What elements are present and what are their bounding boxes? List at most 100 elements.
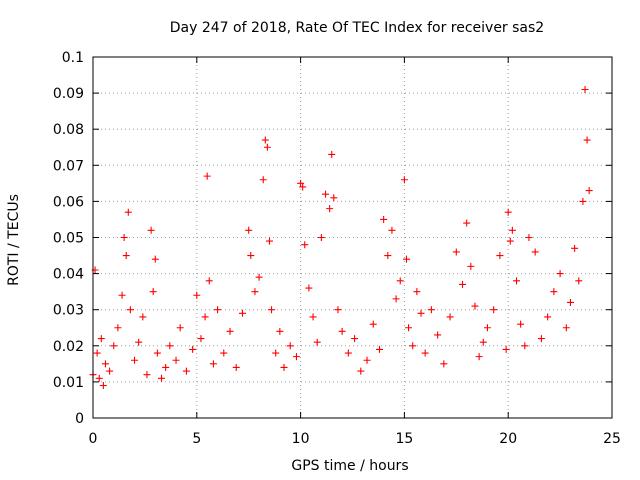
- data-point: [440, 360, 448, 368]
- data-point: [575, 277, 583, 285]
- data-point: [203, 172, 211, 180]
- data-point: [139, 313, 147, 321]
- data-point: [537, 335, 545, 343]
- data-point: [517, 320, 525, 328]
- data-point: [226, 327, 234, 335]
- data-point: [238, 309, 246, 317]
- data-point: [309, 313, 317, 321]
- y-tick-label: 0.1: [62, 50, 84, 66]
- plot-frame: [92, 56, 613, 419]
- data-point: [583, 136, 591, 144]
- grid-lines: [93, 57, 612, 418]
- data-point: [232, 363, 240, 371]
- data-point: [265, 237, 273, 245]
- data-point: [124, 208, 132, 216]
- data-point: [452, 248, 460, 256]
- data-point: [434, 331, 442, 339]
- data-point: [525, 234, 533, 241]
- data-point: [272, 349, 280, 357]
- data-point: [409, 342, 417, 350]
- data-point: [143, 371, 151, 379]
- data-point: [467, 262, 475, 270]
- data-point: [120, 234, 128, 241]
- data-point: [93, 349, 101, 357]
- data-point: [357, 367, 365, 375]
- data-point: [110, 342, 118, 350]
- data-point: [97, 335, 105, 343]
- data-point: [182, 367, 190, 375]
- data-point: [417, 309, 425, 317]
- y-tick-label: 0.04: [53, 267, 84, 283]
- data-point: [581, 85, 589, 93]
- data-point: [471, 302, 479, 310]
- data-point: [162, 363, 170, 371]
- data-point: [369, 320, 377, 328]
- data-point: [299, 183, 307, 191]
- data-point: [172, 356, 180, 364]
- data-point: [504, 208, 512, 216]
- y-tick-label: 0.08: [53, 122, 84, 138]
- data-point: [118, 291, 126, 299]
- data-point: [101, 360, 109, 368]
- y-tick-label: 0.03: [53, 303, 84, 319]
- data-point: [153, 349, 161, 357]
- data-point: [286, 342, 294, 350]
- y-tick-label: 0.02: [53, 339, 84, 355]
- data-point: [95, 374, 103, 382]
- data-point: [292, 353, 300, 361]
- data-point: [579, 197, 587, 205]
- data-point: [263, 143, 271, 151]
- data-point: [402, 255, 410, 263]
- data-point: [158, 374, 166, 382]
- data-point: [255, 273, 263, 281]
- data-point: [334, 306, 342, 314]
- data-point: [317, 234, 325, 241]
- data-point: [479, 338, 487, 346]
- data-point: [475, 353, 483, 361]
- data-point: [176, 324, 184, 332]
- data-point: [384, 252, 392, 260]
- y-tick-label: 0.07: [53, 158, 84, 174]
- data-point: [396, 277, 404, 285]
- data-point: [413, 288, 421, 296]
- data-point: [151, 255, 159, 263]
- axis-ticks: 0 0.01 0.02 0.03 0.04 0.05 0.06 0.07 0.08 0.09 0.1…: [53, 50, 621, 447]
- data-point: [268, 306, 276, 314]
- data-point: [338, 327, 346, 335]
- x-tick-label: 25: [603, 431, 621, 447]
- y-tick-label: 0.06: [53, 194, 84, 210]
- x-tick-label: 15: [395, 431, 413, 447]
- data-point: [556, 270, 564, 278]
- data-point: [193, 291, 201, 299]
- x-tick-label: 20: [499, 431, 517, 447]
- data-point: [205, 277, 213, 285]
- data-point: [261, 136, 269, 144]
- data-point: [550, 288, 558, 296]
- data-point: [363, 356, 371, 364]
- data-point: [245, 226, 253, 234]
- data-points: [89, 85, 593, 390]
- data-point: [330, 194, 338, 202]
- data-point: [328, 150, 336, 158]
- data-point: [214, 306, 222, 314]
- data-point: [502, 345, 510, 353]
- x-tick-label: 5: [192, 431, 201, 447]
- data-point: [251, 288, 259, 296]
- y-tick-label: 0: [75, 411, 84, 427]
- data-point: [197, 335, 205, 343]
- data-point: [313, 338, 321, 346]
- data-point: [375, 345, 383, 353]
- data-point: [521, 342, 529, 350]
- data-point: [562, 324, 570, 332]
- data-point: [571, 244, 579, 252]
- y-tick-label: 0.05: [53, 231, 84, 247]
- data-point: [297, 179, 305, 187]
- data-point: [131, 356, 139, 364]
- data-point: [99, 382, 107, 390]
- data-point: [135, 338, 143, 346]
- data-point: [463, 219, 471, 227]
- data-point: [122, 252, 130, 260]
- data-point: [513, 277, 521, 285]
- data-point: [400, 176, 408, 184]
- x-tick-label: 0: [89, 431, 98, 447]
